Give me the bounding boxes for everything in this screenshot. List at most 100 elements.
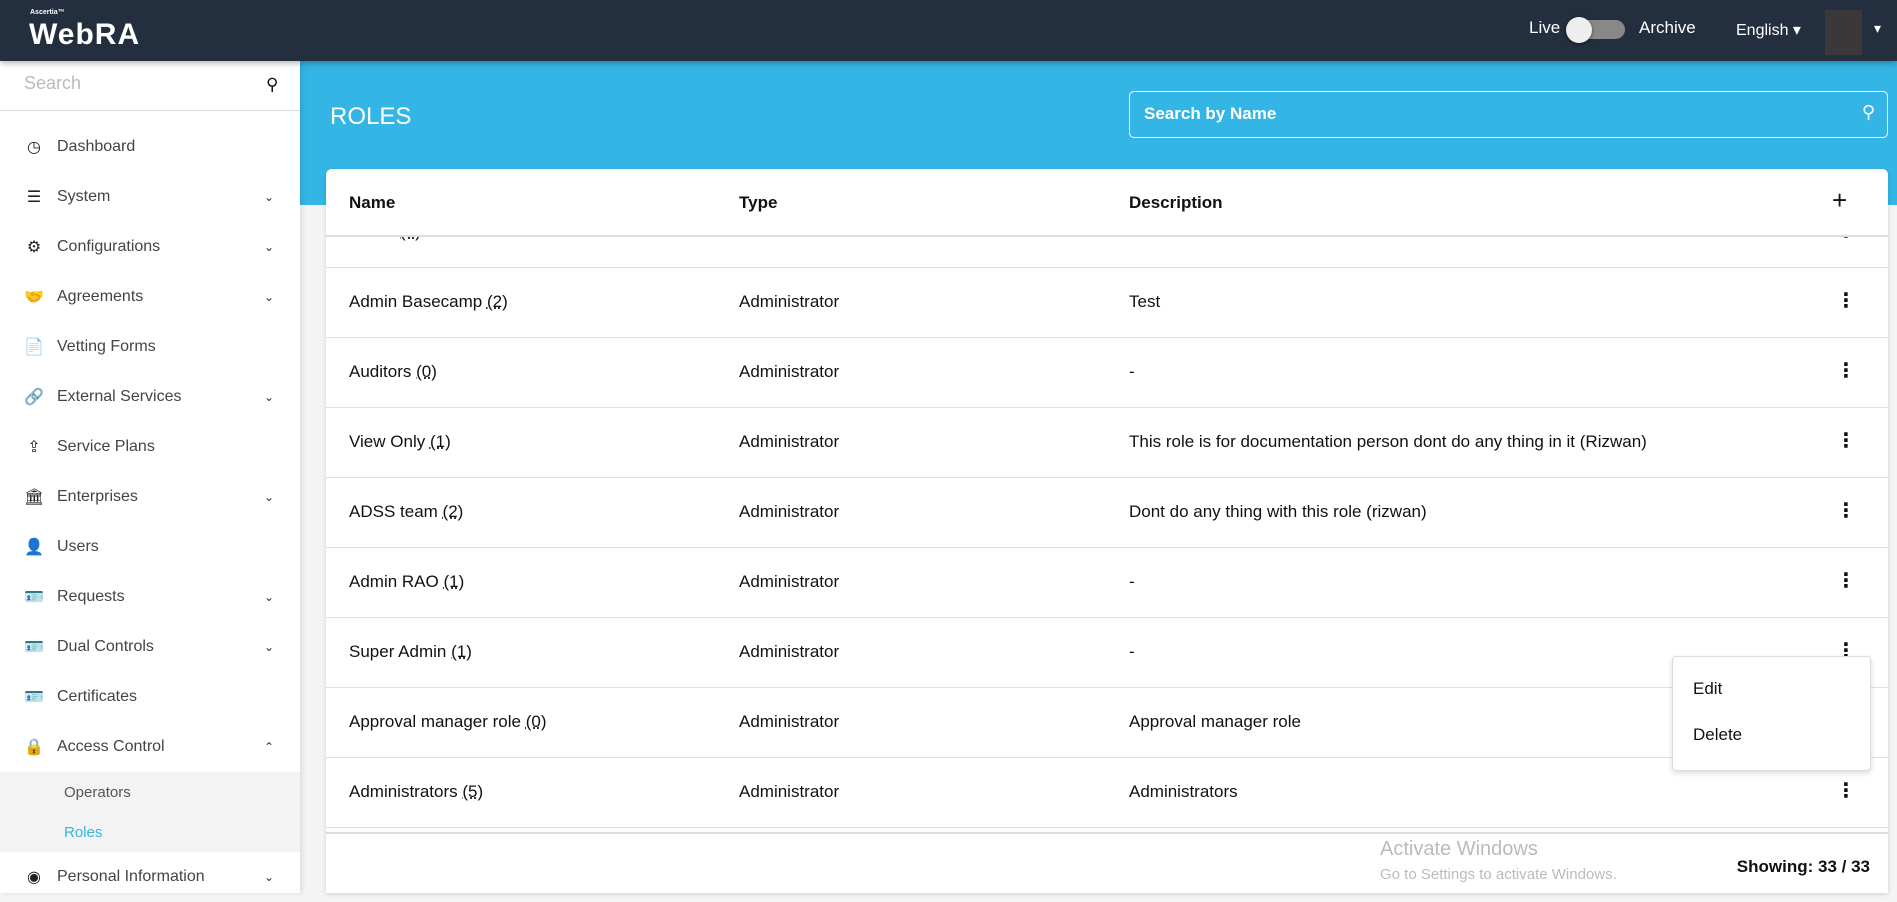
server-icon: ☰ xyxy=(26,189,42,206)
table-header: Name Type Description + xyxy=(326,169,1888,237)
role-user-count[interactable]: (1) xyxy=(429,432,451,451)
sidebar-item-system[interactable]: ☰ System ⌄ xyxy=(0,172,300,222)
table-body[interactable]: admin (5) Administrator Test ⋮ Admin Bas… xyxy=(326,237,1888,834)
role-name[interactable]: View Only (1) xyxy=(349,432,451,452)
menu-item-edit[interactable]: Edit xyxy=(1693,679,1723,698)
row-actions-kebab-icon[interactable]: ⋮ xyxy=(1836,360,1856,382)
role-name[interactable]: Admin RAO (1) xyxy=(349,572,464,592)
table-row: Administrators (5) Administrator Adminis… xyxy=(326,758,1888,828)
row-actions-kebab-icon[interactable]: ⋮ xyxy=(1836,290,1856,312)
chevron-down-icon: ⌄ xyxy=(264,870,275,884)
sidebar-item-requests[interactable]: 🪪 Requests ⌄ xyxy=(0,572,300,622)
sidebar-item-service-plans[interactable]: ⇪ Service Plans xyxy=(0,422,300,472)
role-name-text: View Only xyxy=(349,432,426,451)
chevron-icon: ⌄ xyxy=(264,390,275,404)
search-icon[interactable]: ⚲ xyxy=(266,75,279,94)
role-user-count[interactable]: (2) xyxy=(442,502,464,521)
sidebar-item-label: Enterprises xyxy=(57,488,138,505)
user-avatar[interactable] xyxy=(1825,10,1862,55)
role-type: Administrator xyxy=(739,432,840,451)
sidebar-item-enterprises[interactable]: 🏛 Enterprises ⌄ xyxy=(0,472,300,522)
sidebar-item-certificates[interactable]: 🪪 Certificates xyxy=(0,672,300,722)
sidebar-item-label: Configurations xyxy=(57,238,161,255)
sidebar-item-label: Vetting Forms xyxy=(57,338,156,355)
role-user-count[interactable]: (2) xyxy=(486,292,508,311)
roles-table-card: Name Type Description + admin (5) Admini… xyxy=(326,169,1888,893)
column-header-name[interactable]: Name xyxy=(349,193,396,212)
sidebar-item-access-control[interactable]: 🔒 Access Control ⌃ xyxy=(0,722,300,772)
sidebar-item-label: External Services xyxy=(57,388,182,405)
role-name[interactable]: Auditors (0) xyxy=(349,362,437,382)
row-actions-kebab-icon[interactable]: ⋮ xyxy=(1836,500,1856,522)
sidebar-item-dashboard[interactable]: ◷ Dashboard xyxy=(0,122,300,172)
sidebar-subitem-operators[interactable]: Operators xyxy=(0,772,300,812)
table-row: View Only (1) Administrator This role is… xyxy=(326,408,1888,478)
user-menu-caret-icon[interactable]: ▾ xyxy=(1874,20,1882,36)
row-actions-kebab-icon[interactable]: ⋮ xyxy=(1836,570,1856,592)
sidebar-subitem-roles[interactable]: Roles xyxy=(0,812,300,852)
chevron-icon: ⌄ xyxy=(264,490,275,504)
link-icon: 🔗 xyxy=(24,389,44,406)
archive-label: Archive xyxy=(1639,18,1696,37)
dual-control-icon: 🪪 xyxy=(24,639,44,656)
sidebar-item-agreements[interactable]: 🤝 Agreements ⌄ xyxy=(0,272,300,322)
role-type: Administrator xyxy=(739,237,839,242)
certificate-icon: 🪪 xyxy=(24,689,44,706)
top-bar: Ascertia™ WebRA Live Archive English ▾ ▾ xyxy=(0,0,1897,61)
role-user-count[interactable]: (5) xyxy=(400,237,421,241)
sidebar-item-personal-information[interactable]: ◉ Personal Information ⌄ xyxy=(0,852,300,902)
table-row: Admin Basecamp (2) Administrator Test ⋮ xyxy=(326,268,1888,338)
page-title: ROLES xyxy=(330,103,412,130)
sidebar-subitem-label: Operators xyxy=(64,783,131,801)
lock-icon: 🔒 xyxy=(24,739,44,756)
sidebar-item-users[interactable]: 👤 Users xyxy=(0,522,300,572)
role-type: Administrator xyxy=(739,502,840,521)
row-actions-kebab-icon[interactable]: ⋮ xyxy=(1836,237,1856,243)
role-user-count[interactable]: (1) xyxy=(451,642,472,661)
showing-count: Showing: 33 / 33 xyxy=(1736,857,1870,876)
row-actions-kebab-icon[interactable]: ⋮ xyxy=(1836,430,1856,452)
chevron-icon: ⌄ xyxy=(264,290,275,304)
add-role-button[interactable]: + xyxy=(1832,185,1848,215)
role-description: Administrators xyxy=(1129,782,1238,801)
sidebar-item-external-services[interactable]: 🔗 External Services ⌄ xyxy=(0,372,300,422)
column-header-type[interactable]: Type xyxy=(739,193,778,212)
role-user-count[interactable]: (0) xyxy=(525,712,547,731)
sidebar-item-dual-controls[interactable]: 🪪 Dual Controls ⌄ xyxy=(0,622,300,672)
role-name[interactable]: Approval manager role (0) xyxy=(349,712,547,732)
role-user-count[interactable]: (1) xyxy=(443,572,465,591)
role-name[interactable]: Admin Basecamp (2) xyxy=(349,292,508,312)
sidebar-item-label: Service Plans xyxy=(57,438,155,455)
role-type: Administrator xyxy=(739,292,840,311)
role-type: Administrator xyxy=(739,782,840,801)
role-user-count[interactable]: (0) xyxy=(416,362,437,381)
brand-small: Ascertia™ xyxy=(30,9,65,16)
live-archive-toggle[interactable] xyxy=(1566,17,1625,43)
role-name[interactable]: Administrators (5) xyxy=(349,782,483,802)
table-row: Auditors (0) Administrator - ⋮ xyxy=(326,338,1888,408)
search-by-name-input[interactable] xyxy=(1144,104,1824,124)
role-name[interactable]: ADSS team (2) xyxy=(349,502,463,522)
menu-item-delete[interactable]: Delete xyxy=(1693,725,1743,744)
role-user-count[interactable]: (5) xyxy=(462,782,484,801)
webra-logo[interactable]: WebRA xyxy=(29,18,141,51)
table-row: Approval manager role (0) Administrator … xyxy=(326,688,1888,758)
row-actions-kebab-icon[interactable]: ⋮ xyxy=(1836,780,1856,802)
table-row: Super Admin (1) Administrator - ⋮ xyxy=(326,618,1888,688)
language-dropdown[interactable]: English ▾ xyxy=(1736,22,1801,39)
role-name[interactable]: admin (5) xyxy=(349,237,421,242)
role-type: Administrator xyxy=(739,642,840,661)
sidebar-item-label: Agreements xyxy=(57,288,144,305)
sidebar-item-label: Requests xyxy=(57,588,125,605)
sidebar-item-label: Users xyxy=(57,538,99,555)
search-icon[interactable]: ⚲ xyxy=(1861,102,1875,122)
sidebar-subitem-label: Roles xyxy=(64,823,103,841)
sidebar-item-configurations[interactable]: ⚙ Configurations ⌄ xyxy=(0,222,300,272)
role-name-text: Admin Basecamp xyxy=(349,292,483,311)
role-name[interactable]: Super Admin (1) xyxy=(349,642,472,662)
sidebar-search-input[interactable] xyxy=(24,73,254,94)
live-label: Live xyxy=(1529,18,1561,37)
role-description: Test xyxy=(1129,237,1160,242)
sidebar-item-vetting-forms[interactable]: 📄 Vetting Forms xyxy=(0,322,300,372)
sidebar-item-label: Dashboard xyxy=(57,138,136,155)
